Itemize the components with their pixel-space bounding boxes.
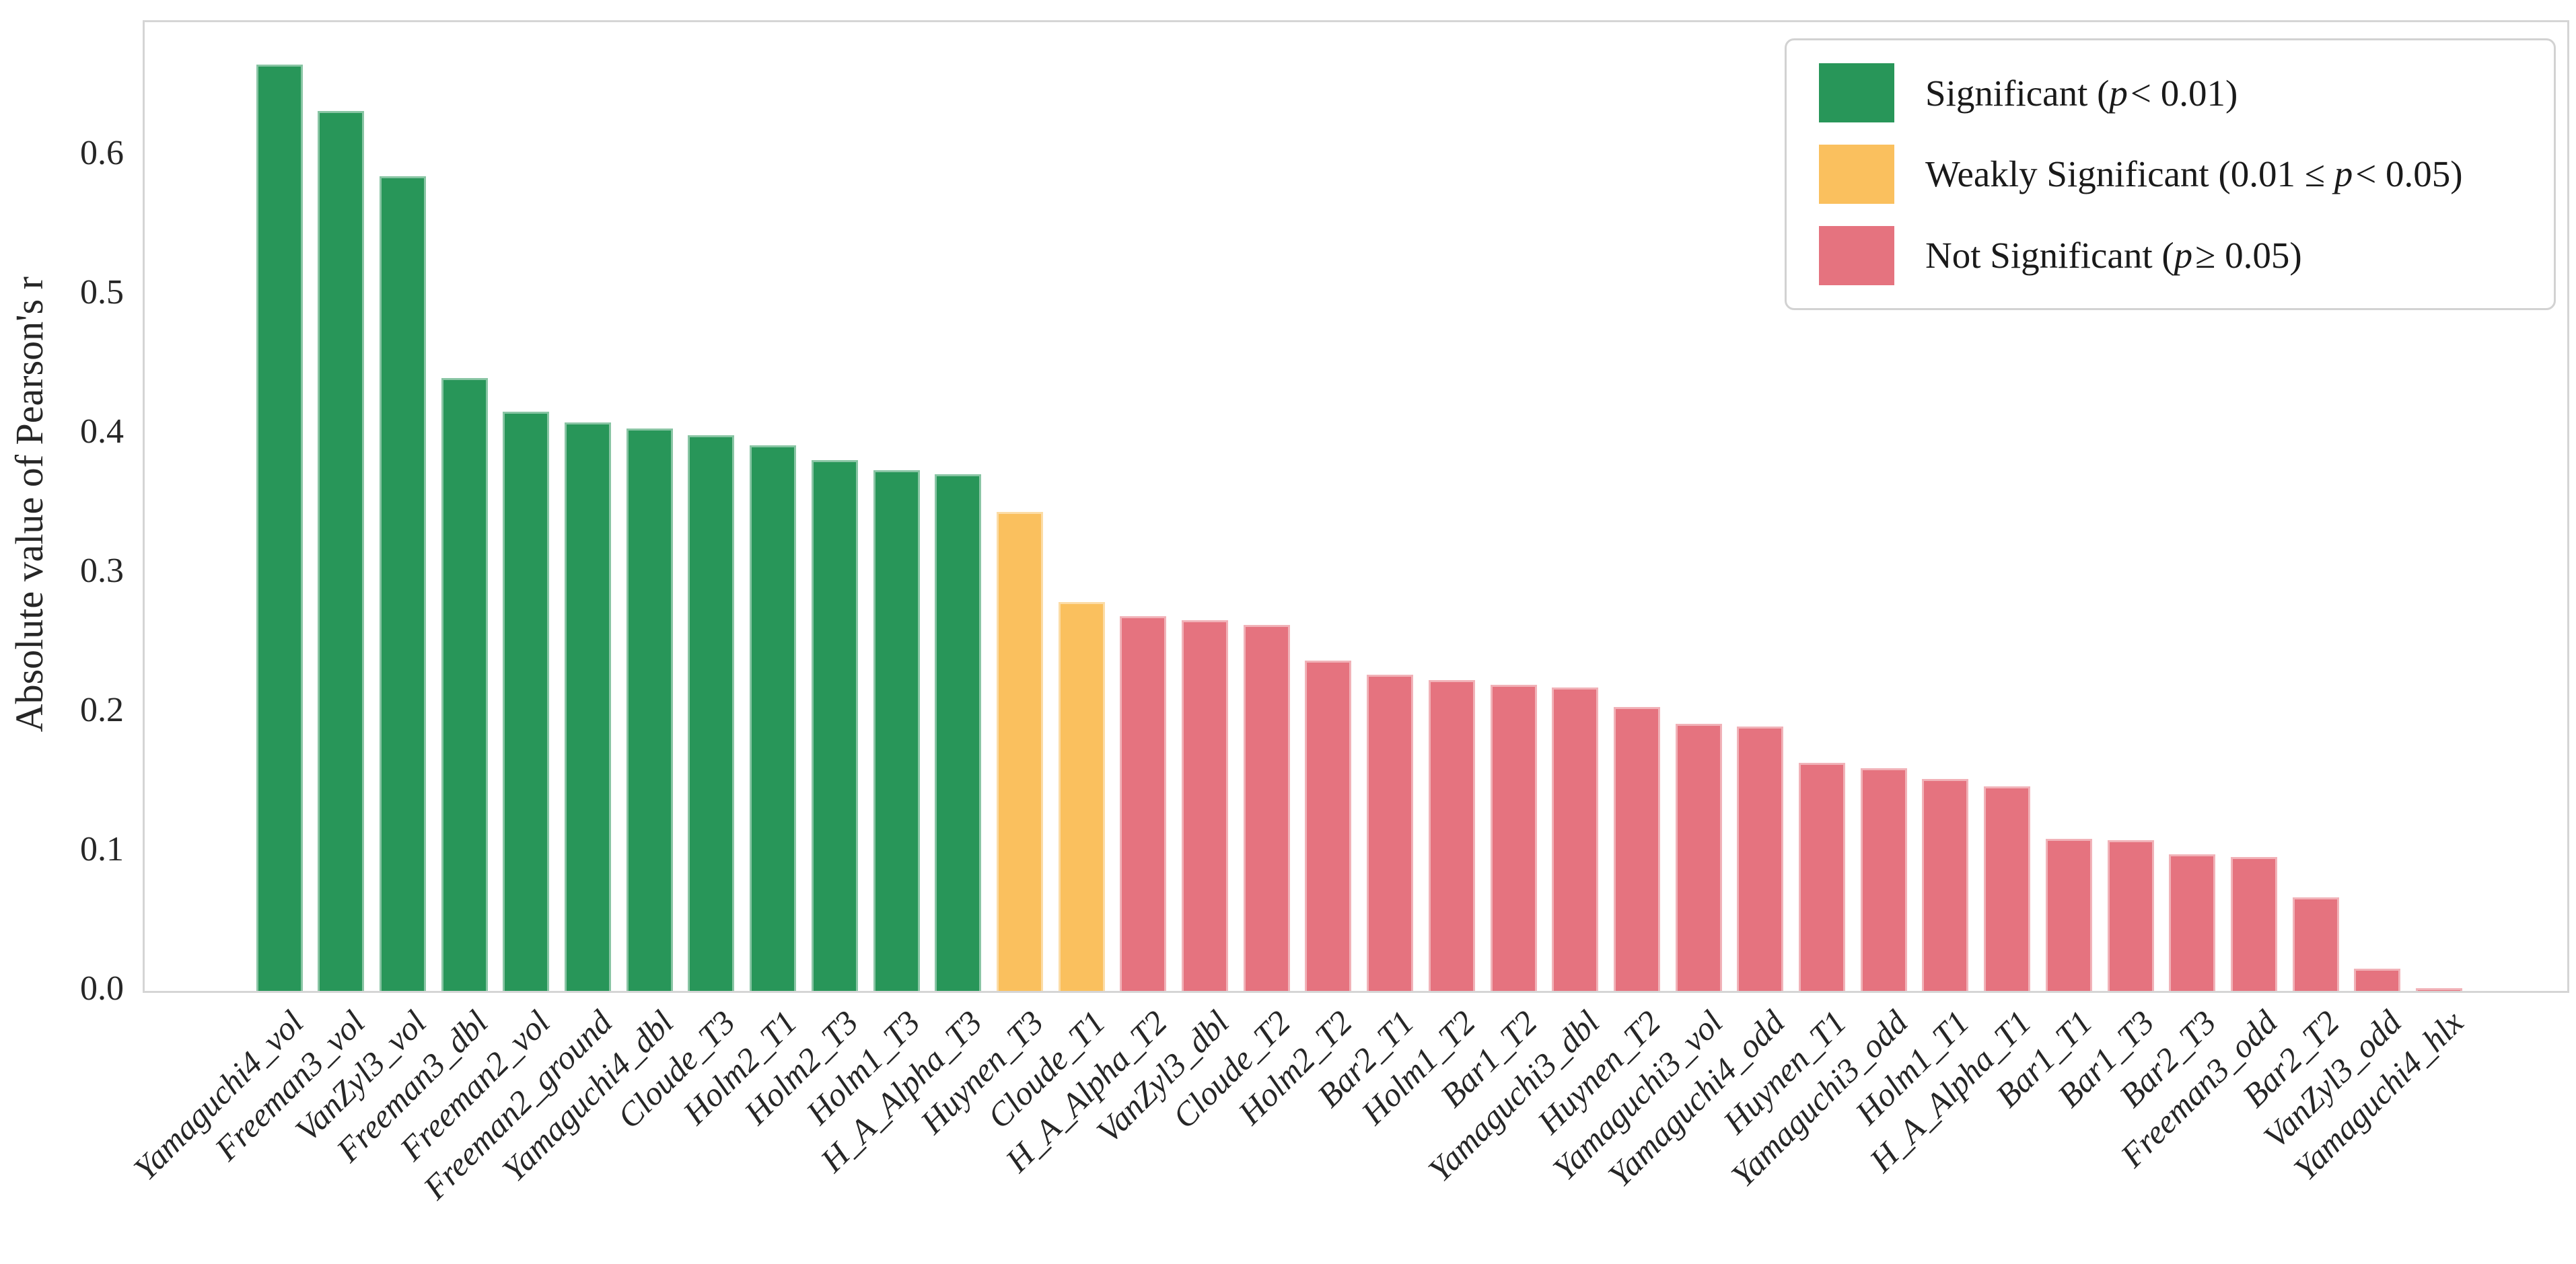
legend-item: Not Significant (p≥ 0.05)	[1807, 225, 2534, 285]
bar	[1799, 763, 1845, 991]
bar	[256, 65, 303, 991]
p-symbol: p	[2174, 235, 2193, 276]
bar	[935, 474, 981, 991]
legend-item-label: Not Significant (p≥ 0.05)	[1925, 235, 2302, 276]
legend-item-label: Weakly Significant (0.01 ≤ p< 0.05)	[1925, 153, 2463, 195]
y-tick-label: 0.0	[80, 969, 124, 1008]
bar	[1491, 685, 1537, 991]
y-tick-label: 0.4	[80, 412, 124, 451]
y-tick-label: 0.5	[80, 273, 124, 311]
legend: Significant (p< 0.01) Weakly Significant …	[1785, 38, 2556, 310]
bar	[2354, 969, 2400, 991]
bar	[2231, 857, 2277, 991]
bar	[2293, 897, 2339, 991]
x-tick-label: Yamaguchi4_hlx	[2285, 1003, 2470, 1188]
bar	[1367, 675, 1413, 991]
bar	[750, 445, 796, 991]
bar	[2416, 988, 2462, 991]
legend-color-swatch	[1819, 225, 1894, 285]
legend-item-label: Significant (p< 0.01)	[1925, 72, 2238, 114]
p-symbol: p	[2334, 153, 2353, 195]
bar	[2169, 854, 2215, 991]
bar	[565, 422, 611, 991]
p-symbol: p	[2109, 72, 2128, 114]
bar	[812, 460, 858, 991]
bar	[1737, 727, 1783, 991]
bar	[1305, 661, 1351, 991]
bar	[1182, 620, 1228, 991]
bar	[1676, 724, 1722, 991]
bar	[627, 429, 673, 991]
y-tick-label: 0.1	[80, 830, 124, 868]
bar	[503, 412, 549, 991]
bar	[441, 378, 488, 991]
bar	[1984, 786, 2030, 991]
bar	[1429, 680, 1475, 991]
bar	[2046, 839, 2092, 991]
legend-item: Significant (p< 0.01)	[1807, 63, 2534, 123]
y-tick-label: 0.6	[80, 134, 124, 172]
legend-color-swatch	[1819, 63, 1894, 123]
y-tick-label: 0.3	[80, 552, 124, 590]
bar	[873, 470, 920, 991]
bar	[1614, 707, 1660, 991]
bar	[1244, 625, 1290, 991]
bar	[997, 512, 1043, 991]
y-axis-title: Absolute value of Pearson's r	[7, 276, 51, 733]
legend-color-swatch	[1819, 144, 1894, 204]
bar	[2108, 840, 2154, 991]
bar	[1922, 779, 1968, 991]
bar	[688, 435, 734, 991]
bar	[380, 176, 426, 991]
bar	[1059, 602, 1105, 991]
bar	[1552, 687, 1598, 991]
bar	[1120, 616, 1166, 991]
bar	[318, 111, 364, 991]
bar	[1861, 768, 1907, 991]
y-tick-label: 0.2	[80, 691, 124, 729]
legend-item: Weakly Significant (0.01 ≤ p< 0.05)	[1807, 144, 2534, 204]
